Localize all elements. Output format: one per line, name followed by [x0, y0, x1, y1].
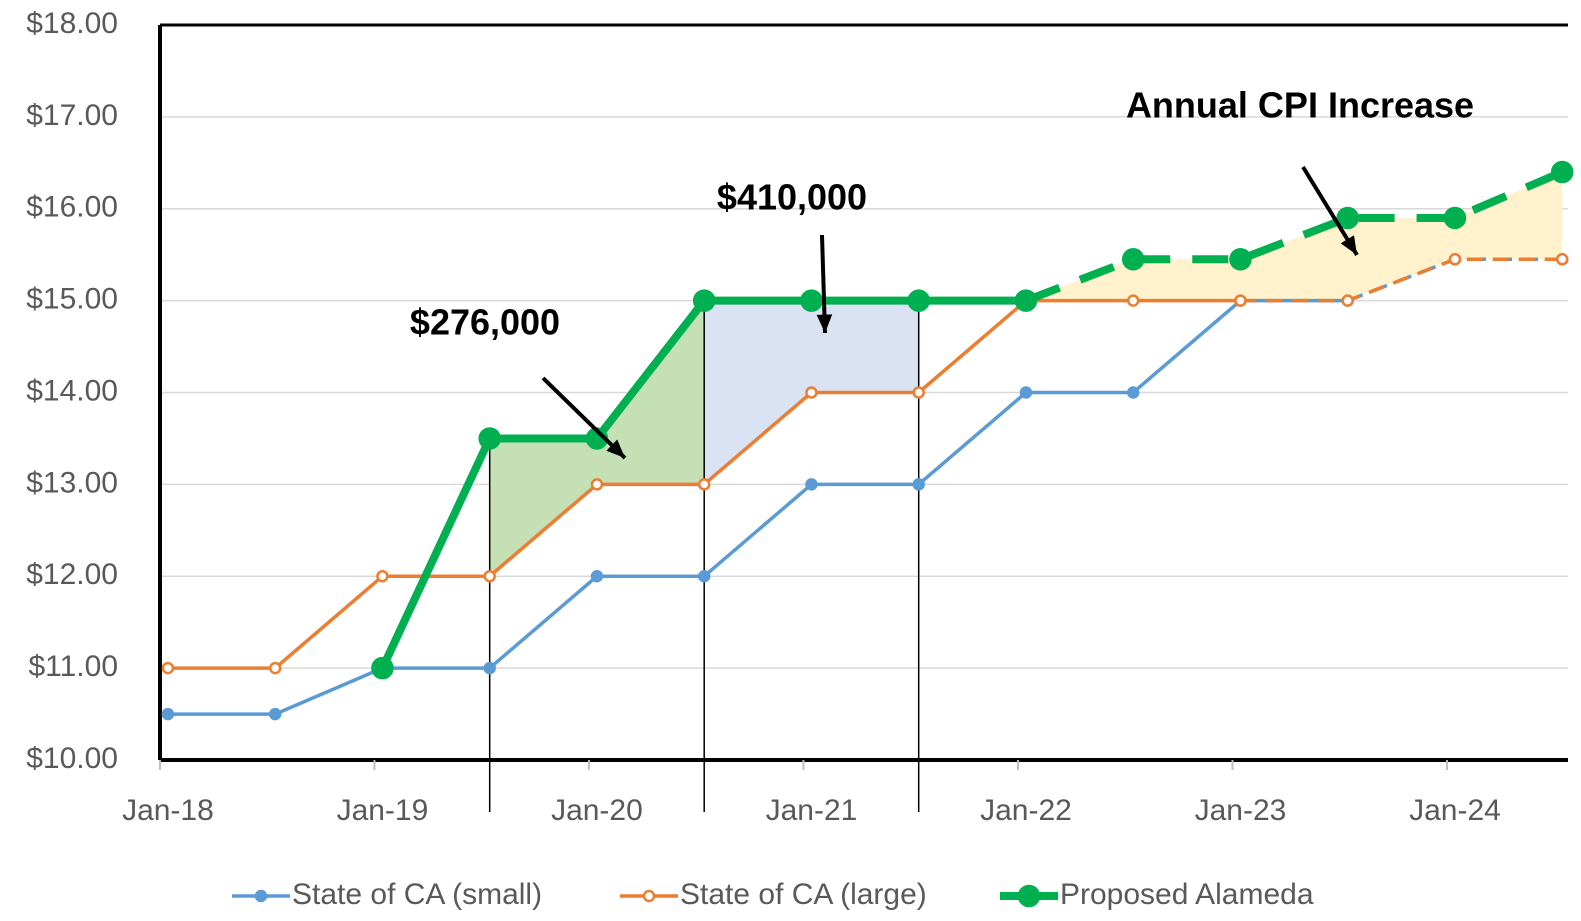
data-point	[161, 707, 175, 721]
annotation: $410,000	[717, 177, 867, 218]
legend-label: State of CA (large)	[680, 878, 927, 911]
arrow-head	[816, 314, 833, 333]
annotation: Annual CPI Increase	[1126, 85, 1474, 126]
data-point	[483, 570, 496, 583]
data-point	[1019, 386, 1033, 399]
legend-marker	[642, 889, 656, 903]
shaded-area	[1025, 172, 1563, 301]
data-point	[1126, 386, 1140, 399]
data-point	[590, 570, 604, 583]
x-tick-label: Jan-20	[551, 794, 643, 827]
data-point	[483, 661, 496, 675]
data-point	[1341, 294, 1354, 307]
arrow-shaft	[541, 376, 627, 460]
arrow-head	[606, 439, 625, 458]
y-tick-label: $16.00	[26, 191, 118, 224]
x-tick-label: Jan-22	[980, 794, 1072, 827]
data-point	[1443, 206, 1467, 230]
data-point	[907, 289, 930, 312]
y-tick-label: $13.00	[26, 466, 118, 499]
y-tick-label: $14.00	[26, 374, 118, 407]
legend-marker	[254, 889, 268, 903]
data-point	[805, 478, 818, 491]
data-point	[1336, 206, 1359, 230]
data-point	[805, 386, 818, 399]
y-tick-label: $15.00	[26, 283, 118, 316]
x-tick-label: Jan-23	[1195, 794, 1287, 827]
data-point	[912, 386, 925, 399]
data-point	[371, 656, 394, 680]
data-point	[697, 478, 711, 491]
series-line	[1240, 257, 1563, 303]
data-point	[1555, 253, 1569, 266]
data-point	[692, 289, 716, 312]
arrow-head	[1340, 235, 1357, 255]
data-point	[800, 289, 823, 312]
y-tick-label: $18.00	[26, 7, 118, 40]
data-point	[912, 478, 925, 491]
y-tick-label: $17.00	[26, 99, 118, 132]
data-point	[478, 427, 501, 450]
x-tick-label: Jan-24	[1409, 794, 1501, 827]
series-line	[167, 298, 1348, 716]
data-point	[1550, 160, 1574, 184]
y-tick-label: $10.00	[26, 742, 118, 775]
x-tick-label: Jan-18	[122, 794, 214, 827]
x-tick-label: Jan-21	[766, 794, 858, 827]
legend-label: State of CA (small)	[292, 878, 542, 911]
data-point	[590, 478, 604, 491]
y-tick-label: $11.00	[28, 650, 118, 683]
data-point	[1448, 253, 1462, 266]
data-point	[1121, 248, 1145, 271]
y-tick-label: $12.00	[26, 558, 118, 591]
data-point	[268, 661, 282, 675]
data-point	[161, 661, 175, 675]
x-tick-label: Jan-19	[337, 794, 429, 827]
data-point	[1014, 289, 1038, 312]
data-point	[1126, 294, 1140, 307]
data-point	[1229, 248, 1252, 271]
data-point	[376, 570, 389, 583]
legend-label: Proposed Alameda	[1060, 878, 1314, 911]
legend-marker	[1017, 884, 1041, 908]
data-point	[268, 707, 282, 721]
data-point	[697, 570, 711, 583]
annotation: $276,000	[410, 302, 560, 343]
data-point	[1234, 294, 1247, 307]
